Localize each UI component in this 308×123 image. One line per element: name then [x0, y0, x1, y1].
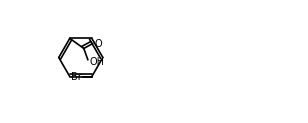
Text: OH: OH [89, 57, 104, 67]
Text: Br: Br [71, 72, 82, 82]
Text: O: O [94, 39, 102, 49]
